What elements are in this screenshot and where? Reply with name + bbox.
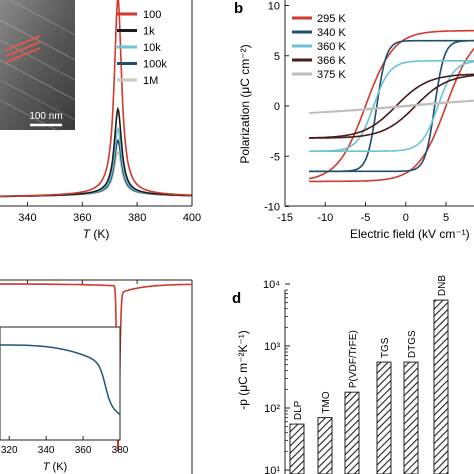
- panel-b-letter: b: [234, 0, 243, 17]
- panel-b-y-tick-label: -5: [270, 151, 280, 163]
- panel-a-series-line: [0, 150, 192, 198]
- panel-b-loop-branch: [308, 29, 474, 180]
- tem-lattice-fringes: [0, 0, 76, 133]
- panel-b-loops: [308, 29, 474, 183]
- panel-b-x-tick-label: -10: [317, 212, 333, 224]
- panel-b-legend: 295 K 340 K 360 K 366 K 375 K: [292, 13, 346, 81]
- panel-b-x-tick-label: -15: [277, 212, 293, 224]
- panel-b-x-tick-label: 0: [403, 212, 409, 224]
- panel-d-bar-label: DLP: [293, 400, 304, 420]
- inset-x-tick-label: 360: [75, 445, 92, 456]
- panel-b-xlabel: Electric field (kV cm⁻¹): [350, 227, 470, 241]
- panel-a-legend: 100 1k 10k 100k 1M: [117, 9, 167, 87]
- panel-b-loop-branch: [309, 60, 474, 152]
- scale-bar-label: 100 nm: [29, 111, 62, 122]
- panel-d-ticks: 10¹ 10² 10³ 10⁴: [263, 279, 290, 474]
- panel-a-ticks: 340 360 380 400: [18, 202, 201, 224]
- panel-d-y-tick-label: 10³: [264, 341, 280, 353]
- panel-a-series-line: [0, 138, 192, 198]
- panel-a-series-line: [0, 0, 192, 197]
- panel-b-y-tick-label: -10: [264, 202, 280, 214]
- panel-d-bar: [376, 361, 392, 474]
- panel-b-loop-branch: [309, 99, 474, 114]
- panel-a-legend-label: 10k: [143, 42, 161, 54]
- panel-c-curve: [0, 283, 192, 452]
- panel-b-x-tick-label: 5: [443, 212, 449, 224]
- panel-c-curve-group: [0, 283, 192, 452]
- panel-b-x-tick-label: -5: [361, 212, 371, 224]
- panel-d-bar: [403, 361, 419, 474]
- panel-a-legend-label: 100: [143, 9, 161, 21]
- panel-a-curves: [0, 0, 192, 198]
- panel-d-bar: [289, 423, 305, 474]
- panel-b-legend-label: 366 K: [317, 55, 346, 67]
- panel-b-legend-label: 340 K: [317, 27, 346, 39]
- panel-a-xlabel: T (K): [83, 227, 110, 241]
- panel-d-letter: d: [232, 290, 241, 307]
- inset-xlabel: T (K): [43, 461, 67, 473]
- panel-d-bar-label: TMO: [321, 391, 332, 413]
- panel-b-loop-branch: [309, 47, 474, 183]
- panel-d-bar: [344, 391, 360, 474]
- panel-d-bars: DLP TMO P(VDF/TrFE) TGS DTGS DNB: [289, 275, 449, 474]
- panel-b-y-tick-label: 0: [274, 101, 280, 113]
- panel-a-legend-label: 100k: [143, 59, 167, 71]
- panel-d-bar-label: P(VDF/TrFE): [348, 330, 359, 388]
- panel-c: 320 340 360 380 T (K): [0, 279, 193, 474]
- inset-x-tick-label: 340: [38, 445, 55, 456]
- tem-highlight-lines: [5, 35, 41, 63]
- panel-b-ylabel: Polarization (μC cm⁻²): [238, 44, 252, 163]
- panel-b-legend-label: 375 K: [317, 69, 346, 81]
- panel-d-bar-label: DNB: [437, 275, 448, 296]
- panel-d-ylabel: -p (μC m⁻²K⁻¹): [236, 330, 250, 410]
- panel-b-loop-branch: [309, 74, 474, 139]
- panel-b-legend-label: 360 K: [317, 41, 346, 53]
- panel-d-y-tick-label: 10⁴: [263, 279, 280, 291]
- inset-ticks: 320 340 360 380: [1, 436, 129, 456]
- panel-d-bar-label: DTGS: [407, 330, 418, 358]
- panel-c-inset: 320 340 360 380 T (K): [0, 326, 129, 473]
- panel-b-loop-branch: [309, 73, 474, 139]
- panel-a-x-tick-label: 380: [128, 212, 146, 224]
- panel-b-loop-branch: [309, 60, 474, 152]
- panel-d-bar: [317, 417, 333, 474]
- panel-b-loop-branch: [309, 39, 474, 173]
- inset-x-tick-label: 320: [1, 445, 18, 456]
- panel-c-ticks: [26, 280, 193, 284]
- panel-d-bar: [433, 299, 449, 474]
- inset-frame: [0, 326, 121, 441]
- panel-d-bar-label: TGS: [380, 337, 391, 358]
- panel-d-y-tick-label: 10²: [264, 403, 280, 415]
- panel-a-legend-label: 1k: [143, 26, 155, 38]
- tem-image: [0, 0, 75, 130]
- panel-b-y-tick-label: 5: [274, 51, 280, 63]
- inset-curve: [0, 344, 121, 416]
- panel-a-x-tick-label: 340: [18, 212, 36, 224]
- tem-inset: 100 nm: [0, 0, 76, 133]
- panel-d-y-tick-label: 10¹: [264, 465, 280, 474]
- panel-a: 340 360 380 400 T (K) 100 nm 100 1k 10k 100k 1M: [0, 0, 201, 241]
- panel-b-legend-label: 295 K: [317, 13, 346, 25]
- panel-a-legend-label: 1M: [143, 75, 158, 87]
- panel-a-x-tick-label: 400: [183, 212, 201, 224]
- panel-b-y-tick-label: 10: [268, 1, 280, 13]
- panel-a-x-tick-label: 360: [73, 212, 91, 224]
- inset-x-tick-label: 380: [112, 445, 129, 456]
